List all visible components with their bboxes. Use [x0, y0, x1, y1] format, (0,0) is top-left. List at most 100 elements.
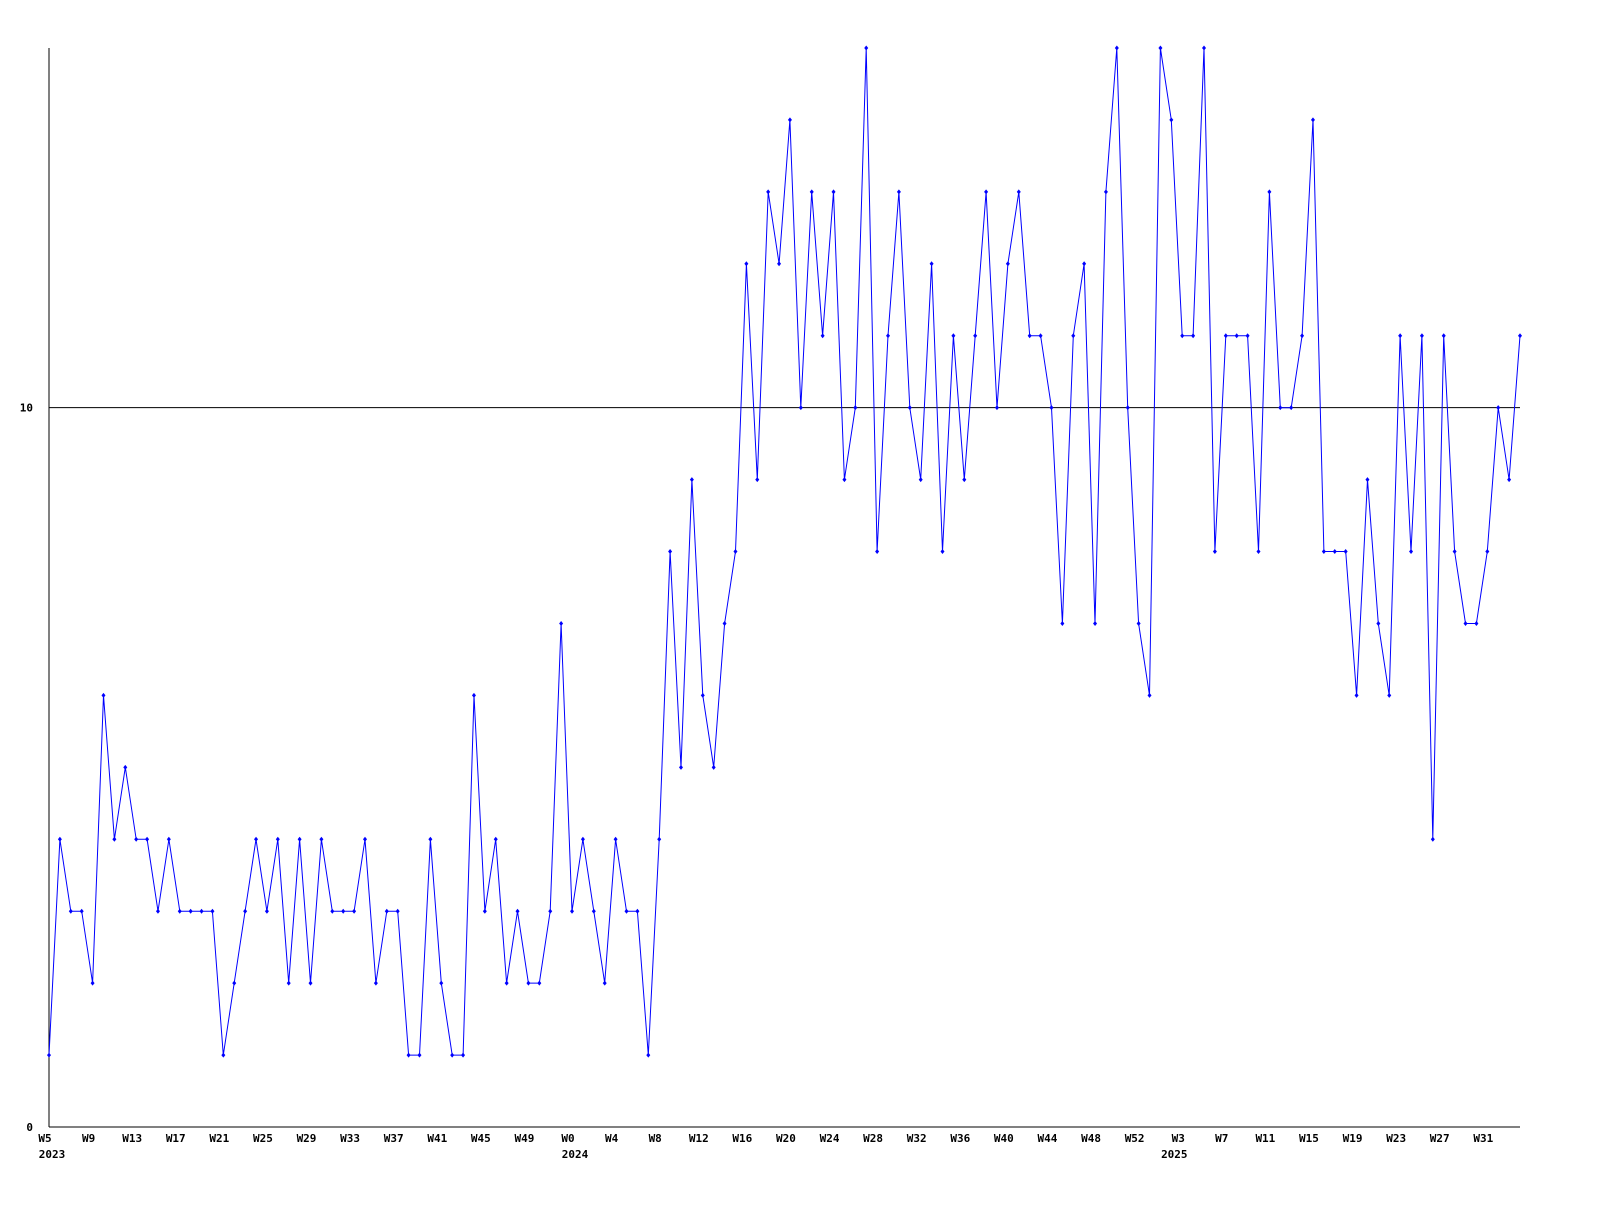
data-point: [493, 836, 498, 842]
data-point: [853, 405, 858, 411]
data-point: [744, 261, 749, 267]
data-point: [548, 908, 553, 914]
data-point: [1103, 189, 1108, 195]
year-label: 2025: [1161, 1148, 1188, 1161]
data-point: [504, 980, 509, 986]
data-point: [1016, 189, 1021, 195]
data-point: [1332, 549, 1337, 555]
data-point: [1376, 620, 1381, 626]
data-point: [243, 908, 248, 914]
data-point: [373, 980, 378, 986]
data-point: [537, 980, 542, 986]
x-tick-label: W4: [605, 1132, 619, 1145]
x-tick-label: W25: [253, 1132, 273, 1145]
data-point: [1071, 333, 1076, 339]
data-point: [787, 117, 792, 123]
x-tick-label: W15: [1299, 1132, 1319, 1145]
data-point: [951, 333, 956, 339]
data-point: [570, 908, 575, 914]
x-tick-label: W11: [1255, 1132, 1275, 1145]
x-tick-label: W16: [732, 1132, 752, 1145]
data-point: [1398, 333, 1403, 339]
data-point: [134, 836, 139, 842]
data-point: [689, 477, 694, 483]
data-point: [155, 908, 160, 914]
data-point: [940, 549, 945, 555]
data-point: [1114, 45, 1119, 51]
data-point: [722, 620, 727, 626]
data-point: [188, 908, 193, 914]
x-tick-label: W37: [384, 1132, 404, 1145]
data-point: [1038, 333, 1043, 339]
y-tick-label: 0: [26, 1121, 33, 1134]
data-point: [994, 405, 999, 411]
x-tick-label: W7: [1215, 1132, 1228, 1145]
data-point: [101, 692, 106, 698]
data-point: [79, 908, 84, 914]
x-tick-label: W41: [427, 1132, 447, 1145]
y-tick-label: 10: [20, 402, 33, 415]
x-tick-label: W27: [1430, 1132, 1450, 1145]
x-tick-label: W44: [1038, 1132, 1058, 1145]
data-point: [297, 836, 302, 842]
data-point: [755, 477, 760, 483]
data-point: [47, 1052, 51, 1058]
data-point: [1496, 405, 1501, 411]
data-point: [286, 980, 291, 986]
data-point: [1169, 117, 1174, 123]
data-point: [1005, 261, 1010, 267]
data-point: [766, 189, 771, 195]
data-point: [1223, 333, 1228, 339]
data-point: [820, 333, 825, 339]
data-point: [1343, 549, 1348, 555]
data-point: [1125, 405, 1130, 411]
data-point: [471, 692, 476, 698]
x-tick-label: W21: [209, 1132, 229, 1145]
data-point: [1158, 45, 1163, 51]
data-point: [319, 836, 324, 842]
data-point: [1191, 333, 1196, 339]
data-point: [798, 405, 803, 411]
data-point: [1147, 692, 1152, 698]
data-point: [210, 908, 215, 914]
data-point: [1202, 45, 1207, 51]
data-point: [515, 908, 520, 914]
data-point: [929, 261, 934, 267]
data-point: [1245, 333, 1250, 339]
x-tick-label: W20: [776, 1132, 796, 1145]
data-point: [700, 692, 705, 698]
data-point: [352, 908, 357, 914]
data-point: [1289, 405, 1294, 411]
data-point: [1082, 261, 1087, 267]
data-point: [864, 45, 869, 51]
data-point: [1093, 620, 1098, 626]
x-tick-label: W3: [1172, 1132, 1185, 1145]
data-point: [559, 620, 564, 626]
data-point: [461, 1052, 466, 1058]
data-point: [602, 980, 607, 986]
data-point: [123, 764, 128, 770]
series-line: [48, 47, 1521, 1056]
x-tick-label: W33: [340, 1132, 360, 1145]
data-point: [1463, 620, 1468, 626]
data-point: [711, 764, 716, 770]
data-point: [657, 836, 662, 842]
x-tick-label: W0: [561, 1132, 574, 1145]
x-tick-label: W5: [38, 1132, 51, 1145]
data-point: [1354, 692, 1359, 698]
x-tick-label: W40: [994, 1132, 1014, 1145]
data-point: [428, 836, 433, 842]
data-point: [1136, 620, 1141, 626]
data-point: [984, 189, 989, 195]
data-point: [68, 908, 73, 914]
data-point: [1441, 333, 1446, 339]
x-tick-label: W28: [863, 1132, 883, 1145]
data-point: [1267, 189, 1272, 195]
data-point: [384, 908, 389, 914]
x-tick-label: W29: [297, 1132, 317, 1145]
data-point: [1507, 477, 1512, 483]
data-point: [1365, 477, 1370, 483]
data-point: [395, 908, 400, 914]
